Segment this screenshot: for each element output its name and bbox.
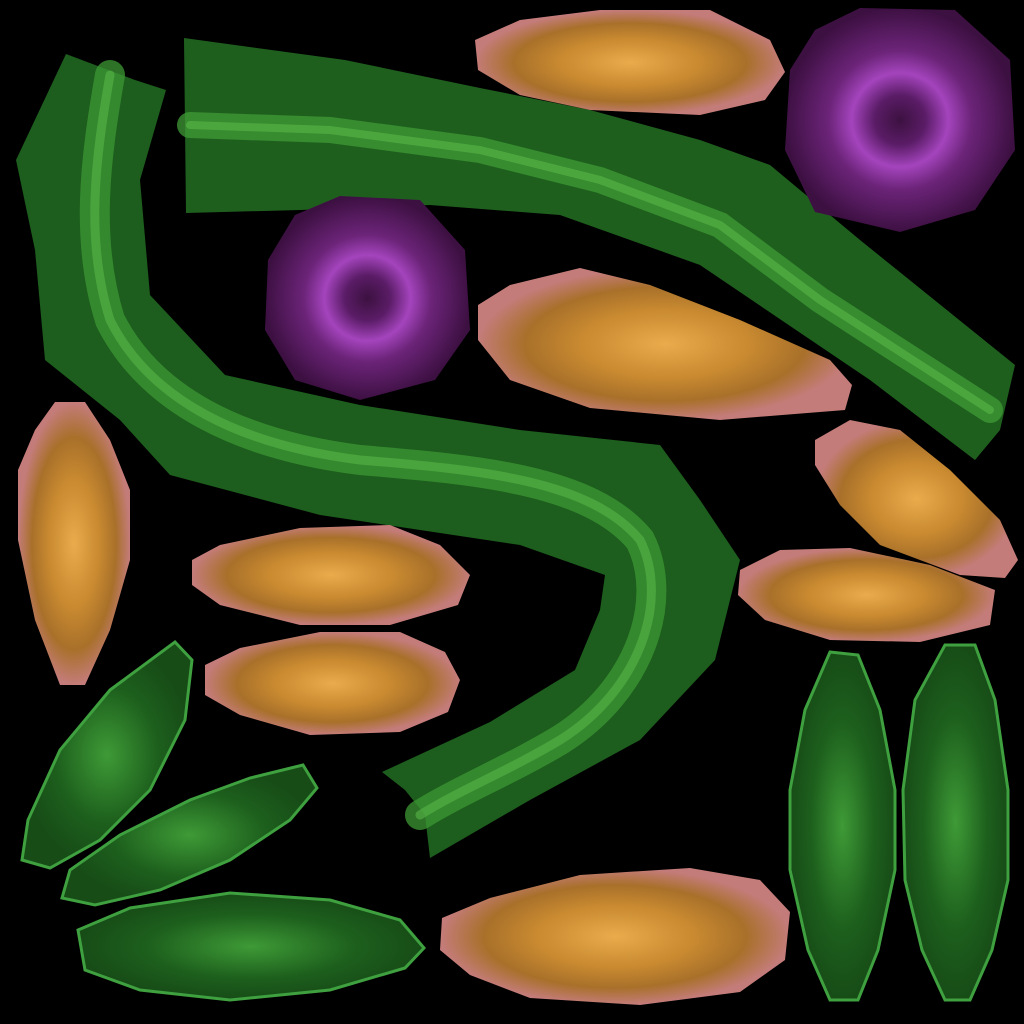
stem-curved-left — [16, 54, 740, 858]
petal-3 — [815, 420, 1018, 578]
berry-top-right — [785, 8, 1015, 232]
petal-7 — [205, 632, 460, 735]
petal-6 — [192, 525, 470, 625]
leaf-2 — [60, 763, 319, 907]
petal-2 — [478, 268, 852, 420]
leaf-1 — [20, 640, 194, 870]
berry-center — [265, 196, 470, 400]
petal-5 — [18, 402, 130, 685]
petal-1 — [475, 10, 785, 115]
petal-4 — [738, 548, 995, 642]
leaf-4 — [788, 650, 897, 1002]
stem-top-right — [177, 38, 1015, 460]
leaf-3 — [76, 891, 427, 1002]
leaf-5 — [901, 643, 1010, 1002]
petal-8 — [440, 868, 790, 1005]
